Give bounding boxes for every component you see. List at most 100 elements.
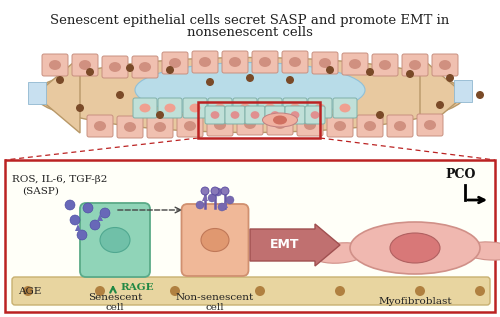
Circle shape — [83, 203, 93, 213]
Ellipse shape — [334, 121, 346, 131]
Polygon shape — [97, 214, 103, 221]
FancyBboxPatch shape — [233, 98, 257, 118]
Circle shape — [65, 200, 75, 210]
FancyBboxPatch shape — [177, 115, 203, 137]
FancyBboxPatch shape — [333, 98, 357, 118]
Ellipse shape — [274, 119, 286, 129]
FancyBboxPatch shape — [402, 54, 428, 76]
FancyBboxPatch shape — [265, 106, 285, 124]
FancyBboxPatch shape — [372, 54, 398, 76]
Text: nonsenescent cells: nonsenescent cells — [187, 26, 313, 39]
Text: Myofibroblast: Myofibroblast — [378, 297, 452, 307]
FancyBboxPatch shape — [182, 204, 248, 276]
Ellipse shape — [214, 104, 226, 113]
FancyArrow shape — [250, 224, 340, 266]
Text: Non-senescent: Non-senescent — [176, 294, 254, 302]
Ellipse shape — [475, 286, 485, 296]
Ellipse shape — [164, 104, 175, 113]
Circle shape — [476, 91, 484, 99]
Text: ROS, IL-6, TGF-β2: ROS, IL-6, TGF-β2 — [12, 175, 108, 184]
FancyBboxPatch shape — [312, 52, 338, 74]
FancyBboxPatch shape — [158, 98, 182, 118]
Polygon shape — [202, 194, 208, 201]
Bar — [5, 160, 495, 312]
FancyBboxPatch shape — [12, 277, 490, 305]
Ellipse shape — [23, 286, 33, 296]
Ellipse shape — [340, 104, 350, 113]
Ellipse shape — [312, 243, 368, 263]
FancyBboxPatch shape — [308, 98, 332, 118]
Circle shape — [56, 76, 64, 84]
Text: cell: cell — [106, 303, 124, 313]
Ellipse shape — [240, 104, 250, 113]
Ellipse shape — [100, 228, 130, 253]
Ellipse shape — [229, 57, 241, 67]
Circle shape — [366, 68, 374, 76]
Ellipse shape — [262, 113, 298, 127]
Ellipse shape — [250, 111, 260, 119]
Polygon shape — [75, 224, 81, 231]
Ellipse shape — [218, 203, 226, 211]
FancyBboxPatch shape — [222, 51, 248, 73]
Text: RAGE: RAGE — [120, 283, 154, 293]
FancyBboxPatch shape — [245, 106, 265, 124]
FancyBboxPatch shape — [102, 56, 128, 78]
FancyBboxPatch shape — [183, 98, 207, 118]
Ellipse shape — [364, 121, 376, 131]
Ellipse shape — [415, 286, 425, 296]
Ellipse shape — [270, 111, 280, 119]
Ellipse shape — [49, 60, 61, 70]
Ellipse shape — [196, 201, 204, 209]
FancyBboxPatch shape — [357, 115, 383, 137]
Ellipse shape — [439, 60, 451, 70]
Polygon shape — [35, 57, 80, 133]
Ellipse shape — [304, 120, 316, 130]
Ellipse shape — [170, 286, 180, 296]
Text: EMT: EMT — [270, 238, 300, 251]
Ellipse shape — [349, 59, 361, 69]
FancyBboxPatch shape — [80, 203, 150, 277]
Ellipse shape — [199, 57, 211, 67]
FancyBboxPatch shape — [305, 106, 325, 124]
Polygon shape — [420, 57, 465, 133]
Circle shape — [156, 111, 164, 119]
Ellipse shape — [350, 222, 480, 274]
FancyBboxPatch shape — [387, 115, 413, 137]
Ellipse shape — [95, 286, 105, 296]
Bar — [198, 102, 320, 138]
Text: AGE: AGE — [18, 287, 42, 295]
Bar — [28, 82, 46, 104]
Ellipse shape — [79, 60, 91, 70]
Ellipse shape — [35, 57, 465, 133]
FancyBboxPatch shape — [417, 114, 443, 136]
Bar — [454, 80, 472, 102]
Ellipse shape — [211, 187, 219, 195]
Ellipse shape — [290, 104, 300, 113]
Ellipse shape — [319, 58, 331, 68]
Ellipse shape — [190, 104, 200, 113]
Circle shape — [446, 74, 454, 82]
Ellipse shape — [214, 120, 226, 130]
Ellipse shape — [314, 104, 326, 113]
FancyBboxPatch shape — [225, 106, 245, 124]
FancyBboxPatch shape — [208, 98, 232, 118]
Ellipse shape — [390, 233, 440, 263]
Polygon shape — [222, 201, 228, 208]
FancyBboxPatch shape — [133, 98, 157, 118]
Ellipse shape — [124, 122, 136, 132]
Circle shape — [246, 74, 254, 82]
Ellipse shape — [201, 187, 209, 195]
FancyBboxPatch shape — [237, 113, 263, 135]
Ellipse shape — [310, 111, 320, 119]
Text: (SASP): (SASP) — [22, 187, 59, 196]
FancyBboxPatch shape — [432, 54, 458, 76]
Circle shape — [206, 78, 214, 86]
FancyBboxPatch shape — [258, 98, 282, 118]
Circle shape — [100, 208, 110, 218]
Ellipse shape — [208, 194, 216, 202]
Circle shape — [406, 70, 414, 78]
Ellipse shape — [221, 187, 229, 195]
Circle shape — [116, 91, 124, 99]
Ellipse shape — [409, 60, 421, 70]
Circle shape — [86, 68, 94, 76]
